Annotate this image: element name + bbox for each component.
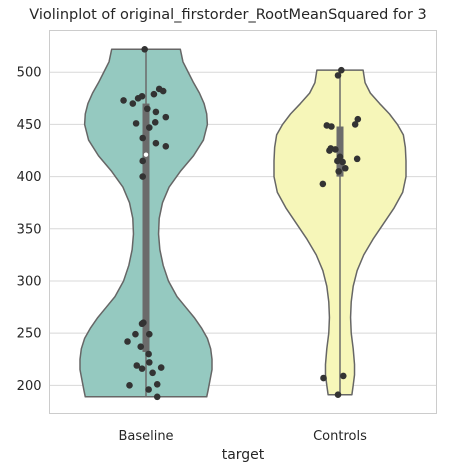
x-tick-label: Baseline bbox=[118, 429, 173, 444]
iqr-box-baseline bbox=[142, 103, 150, 352]
data-point bbox=[332, 146, 339, 153]
data-point bbox=[152, 139, 160, 147]
x-tick-labels: Baseline Controls bbox=[118, 429, 367, 444]
data-point bbox=[134, 95, 142, 102]
data-point bbox=[145, 386, 152, 393]
data-point bbox=[353, 155, 361, 163]
data-point bbox=[137, 343, 145, 351]
data-point bbox=[138, 365, 146, 372]
data-point bbox=[152, 108, 160, 116]
data-point bbox=[351, 121, 359, 128]
data-point bbox=[153, 393, 161, 401]
y-tick-label: 350 bbox=[17, 222, 42, 237]
data-point bbox=[326, 147, 333, 154]
data-point bbox=[157, 364, 165, 371]
data-point bbox=[335, 168, 342, 175]
data-point bbox=[145, 350, 152, 358]
y-tick-label: 200 bbox=[17, 379, 42, 394]
data-point bbox=[320, 374, 327, 382]
data-point bbox=[132, 330, 139, 338]
data-point bbox=[334, 391, 342, 399]
data-point bbox=[334, 72, 342, 79]
data-point bbox=[334, 157, 341, 165]
data-point bbox=[328, 123, 335, 130]
data-point bbox=[133, 362, 141, 369]
data-point bbox=[149, 369, 156, 377]
data-point bbox=[146, 330, 153, 338]
data-point bbox=[319, 180, 327, 188]
data-point bbox=[138, 320, 146, 328]
y-tick-label: 450 bbox=[17, 118, 42, 133]
data-point bbox=[124, 338, 131, 345]
data-point bbox=[132, 120, 140, 127]
data-point bbox=[354, 115, 362, 123]
median-marker-baseline bbox=[143, 152, 149, 157]
y-tick-label: 400 bbox=[17, 170, 42, 185]
data-point bbox=[146, 359, 153, 366]
x-axis-label: target bbox=[222, 447, 265, 463]
data-point bbox=[341, 164, 349, 172]
data-point bbox=[126, 382, 133, 389]
data-point bbox=[146, 124, 153, 131]
y-tick-labels: 200 250 300 350 400 450 500 bbox=[17, 66, 42, 394]
data-point bbox=[141, 45, 148, 53]
data-point bbox=[153, 380, 161, 388]
data-point bbox=[162, 143, 170, 150]
data-point bbox=[144, 105, 151, 113]
data-point bbox=[162, 113, 170, 121]
data-point bbox=[139, 157, 146, 165]
plot-frame bbox=[49, 30, 437, 414]
data-point bbox=[340, 372, 347, 380]
data-point bbox=[139, 173, 146, 180]
data-points bbox=[120, 45, 362, 401]
violins bbox=[79, 48, 407, 398]
y-tick-label: 250 bbox=[17, 327, 42, 342]
iqr-box-controls bbox=[336, 126, 344, 177]
data-point bbox=[159, 87, 167, 95]
chart-title: Violinplot of original_firstorder_RootMe… bbox=[29, 7, 426, 23]
data-point bbox=[338, 66, 345, 74]
y-tick-label: 500 bbox=[17, 66, 42, 81]
data-point bbox=[339, 158, 346, 166]
data-point bbox=[150, 90, 158, 98]
data-point bbox=[129, 100, 137, 107]
x-tick-label: Controls bbox=[313, 429, 367, 444]
y-tick-label: 300 bbox=[17, 274, 42, 289]
data-point bbox=[139, 134, 146, 142]
data-point bbox=[120, 97, 127, 104]
data-point bbox=[151, 119, 159, 126]
